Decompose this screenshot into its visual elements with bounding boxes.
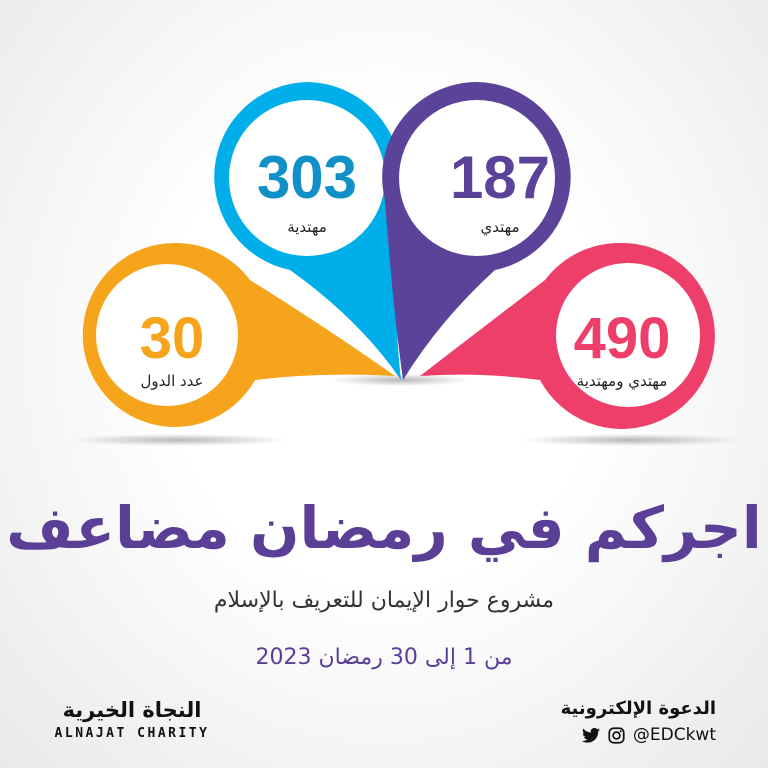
twitter-icon[interactable]: [581, 727, 600, 743]
logo-arabic: النجاة الخيرية: [62, 698, 202, 722]
headline: اجركم في رمضان مضاعف: [6, 494, 762, 562]
project-name: مشروع حوار الإيمان للتعريف بالإسلام: [213, 588, 555, 613]
stat-pin-female: 303 مهتدية: [214, 82, 401, 380]
stat-value: 490: [574, 306, 671, 371]
org-name: الدعوة الإلكترونية: [560, 698, 716, 719]
social-row: @EDCkwt: [561, 725, 716, 745]
instagram-icon[interactable]: [608, 726, 625, 744]
stat-label: عدد الدول: [140, 372, 203, 390]
stat-pin-total: 490 مهتدي ومهتدية: [420, 242, 715, 429]
stat-value: 30: [140, 306, 205, 371]
stat-label: مهتدي ومهتدية: [577, 372, 668, 391]
stat-label: مهتدية: [287, 218, 327, 236]
shadow: [70, 434, 290, 446]
stat-value: 187: [450, 144, 550, 211]
logo-english: ALNAJAT CHARITY: [54, 726, 210, 741]
alnajat-logo: النجاة الخيرية ALNAJAT CHARITY: [52, 698, 212, 741]
edc-branding: الدعوة الإلكترونية @EDCkwt: [561, 698, 716, 745]
stat-pin-male: 187 مهتدي: [382, 82, 571, 380]
stats-graphic: 30 عدد الدول 490 مهتدي ومهتدية 303 مهتدي…: [70, 82, 740, 446]
shadow: [520, 434, 740, 446]
stat-value: 303: [257, 144, 357, 211]
stat-label: مهتدي: [480, 218, 519, 237]
social-handle[interactable]: @EDCkwt: [632, 725, 716, 745]
shadow: [330, 374, 470, 386]
stat-pin-countries: 30 عدد الدول: [82, 242, 395, 427]
date-range: من 1 إلى 30 رمضان 2023: [255, 645, 513, 670]
